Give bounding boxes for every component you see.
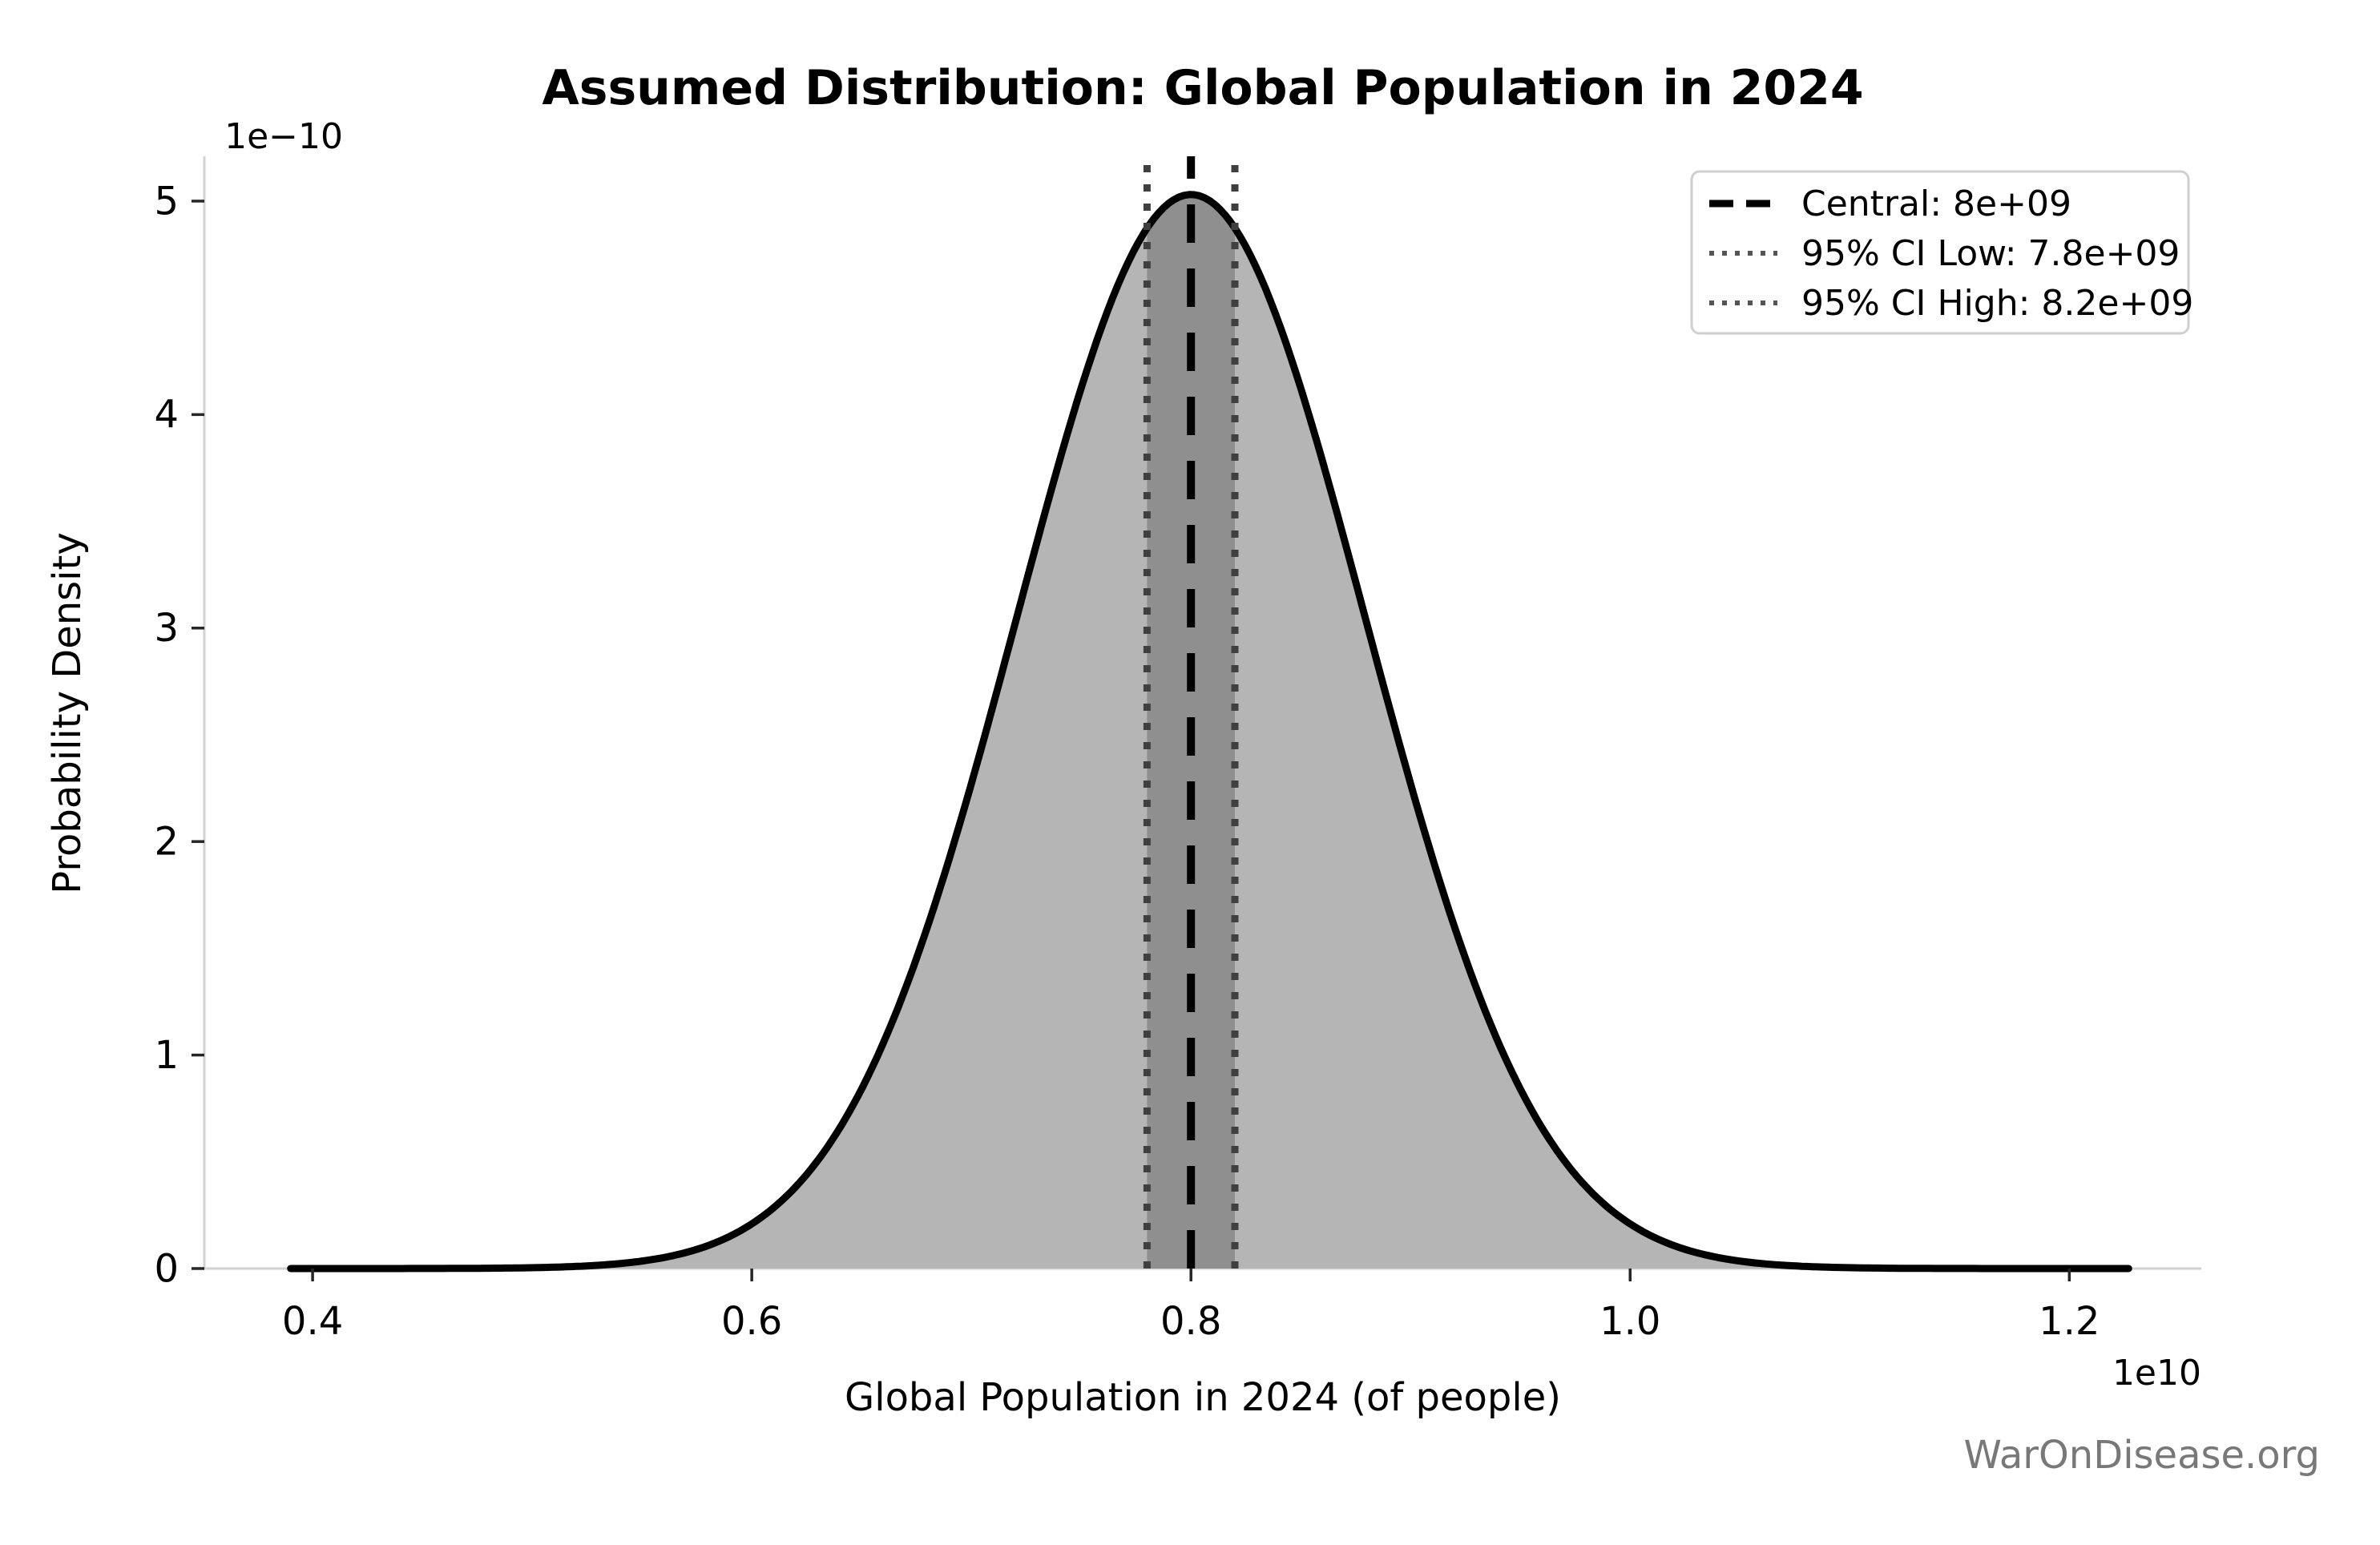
legend-ci-high-label: 95% CI High: 8.2e+09 bbox=[1801, 283, 2193, 324]
watermark: WarOnDisease.org bbox=[1963, 1433, 2320, 1478]
legend: Central: 8e+09 95% CI Low: 7.8e+09 95% C… bbox=[1690, 170, 2193, 335]
legend-ci-low-label: 95% CI Low: 7.8e+09 bbox=[1801, 233, 2180, 274]
x-tick-label: 0.4 bbox=[282, 1299, 343, 1344]
y-axis-label: Probability Density bbox=[45, 532, 90, 894]
y-tick-label: 1 bbox=[154, 1033, 179, 1078]
x-axis-label: Global Population in 2024 (of people) bbox=[845, 1375, 1561, 1420]
density-curve bbox=[287, 191, 2132, 1273]
y-tick-label: 3 bbox=[154, 606, 179, 651]
x-tick-label: 0.8 bbox=[1160, 1299, 1221, 1344]
x-axis-ticks: 0.4 0.6 0.8 1.0 1.2 bbox=[282, 1269, 2100, 1344]
x-tick-label: 1.2 bbox=[2039, 1299, 2100, 1344]
y-axis-offset-label: 1e−10 bbox=[224, 116, 343, 157]
y-tick-label: 5 bbox=[154, 179, 179, 224]
legend-box bbox=[1690, 170, 2190, 335]
chart-title: Assumed Distribution: Global Population … bbox=[542, 60, 1863, 116]
x-tick-label: 0.6 bbox=[721, 1299, 782, 1344]
legend-central-label: Central: 8e+09 bbox=[1801, 184, 2071, 224]
y-axis-ticks: 0 1 2 3 4 5 bbox=[154, 179, 204, 1291]
x-axis-offset-label: 1e10 bbox=[2112, 1353, 2201, 1394]
y-tick-label: 4 bbox=[154, 393, 179, 438]
y-tick-label: 0 bbox=[154, 1246, 179, 1291]
y-tick-label: 2 bbox=[154, 819, 179, 864]
x-tick-label: 1.0 bbox=[1599, 1299, 1660, 1344]
